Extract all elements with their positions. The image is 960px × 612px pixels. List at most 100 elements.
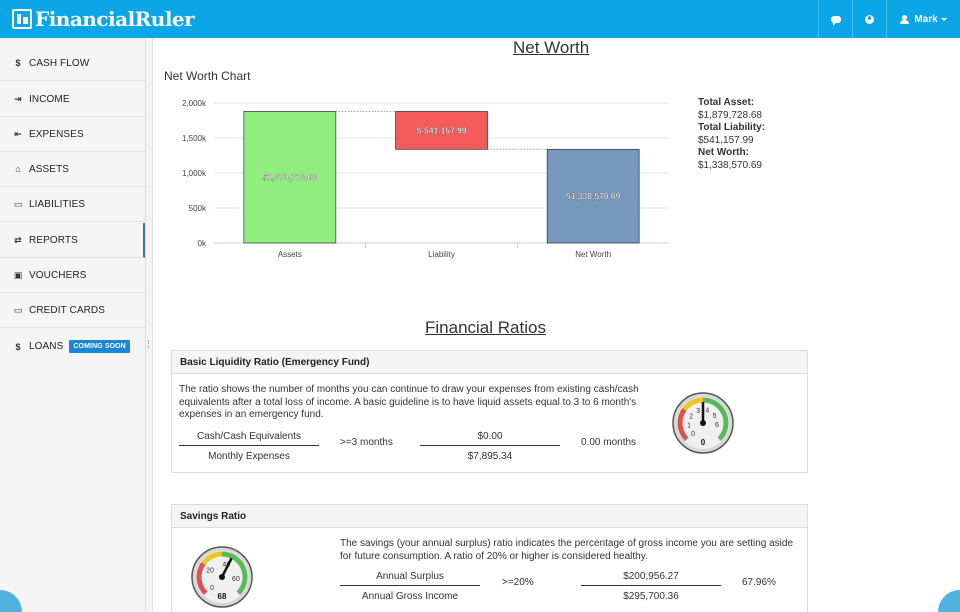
sidebar-item-label: INCOME bbox=[29, 93, 70, 105]
sidebar-item-label: CREDIT CARDS bbox=[29, 304, 106, 316]
x-tick-label: Assets bbox=[278, 250, 302, 259]
credit-card-icon: ▭ bbox=[13, 304, 23, 315]
gauge-tick-label: 2 bbox=[689, 414, 693, 421]
user-menu-button[interactable]: Mark bbox=[886, 0, 960, 38]
dollar-icon: $ bbox=[15, 58, 21, 68]
coming-soon-badge: COMING SOON bbox=[69, 340, 130, 353]
liquidity-ratio-heading: Basic Liquidity Ratio (Emergency Fund) bbox=[172, 351, 807, 374]
sidebar-item-vouchers[interactable]: ▣ VOUCHERS bbox=[0, 258, 145, 293]
total-liability-label: Total Liability: bbox=[698, 122, 766, 133]
sidebar-item-reports[interactable]: ⇄ REPORTS bbox=[0, 223, 145, 258]
gauge-band bbox=[201, 551, 223, 566]
logo[interactable]: FinancialRuler bbox=[12, 7, 195, 31]
sidebar-item-label: REPORTS bbox=[29, 234, 78, 246]
liquidity-description: The ratio shows the number of months you… bbox=[179, 384, 639, 420]
net-worth-label: Net Worth: bbox=[698, 147, 749, 158]
sidebar-item-expenses[interactable]: ⇤ EXPENSES bbox=[0, 117, 145, 152]
sign-in-icon: ⇥ bbox=[14, 93, 22, 104]
sidebar-item-liabilities[interactable]: ▭ LIABILITIES bbox=[0, 187, 145, 222]
x-tick-label: Liability bbox=[428, 250, 455, 259]
savings-target: >=20% bbox=[502, 577, 534, 588]
sidebar-item-label: ASSETS bbox=[29, 163, 70, 175]
gauge-tick-label: 0 bbox=[210, 585, 214, 592]
net-worth-summary: Total Asset: $1,879,728.68 Total Liabili… bbox=[698, 97, 765, 172]
top-navbar: FinancialRuler Mark bbox=[0, 0, 960, 38]
net-worth-value: $1,338,570.69 bbox=[698, 159, 762, 171]
chat-button[interactable] bbox=[818, 0, 852, 38]
liquidity-denominator-value: $7,895.34 bbox=[467, 451, 513, 462]
card-icon: ▭ bbox=[13, 198, 23, 209]
savings-result: 67.96% bbox=[742, 577, 776, 588]
y-tick-label: 1,500k bbox=[182, 134, 207, 143]
gauge-tick-label: 0 bbox=[691, 431, 695, 438]
gauge-needle bbox=[220, 557, 233, 578]
exchange-icon: ⇄ bbox=[14, 234, 22, 245]
globe-icon bbox=[865, 14, 874, 24]
gauge-tick-label: 5 bbox=[713, 413, 717, 420]
bar-liability bbox=[395, 111, 488, 150]
savings-formula-labels: Annual Surplus Annual Gross Income bbox=[340, 571, 480, 602]
sidebar-item-loans[interactable]: $ LOANS COMING SOON bbox=[0, 329, 145, 364]
sidebar-item-income[interactable]: ⇥ INCOME bbox=[0, 82, 145, 117]
savings-numerator-label: Annual Surplus bbox=[340, 571, 480, 586]
sidebar-item-cash-flow[interactable]: $ CASH FLOW bbox=[0, 46, 145, 81]
sidebar-item-label: EXPENSES bbox=[29, 128, 84, 140]
savings-ratio-heading: Savings Ratio bbox=[172, 505, 807, 528]
globe-button[interactable] bbox=[852, 0, 886, 38]
sidebar-item-credit-cards[interactable]: ▭ CREDIT CARDS bbox=[0, 293, 145, 328]
user-name: Mark bbox=[914, 13, 938, 25]
gauge-hub bbox=[700, 420, 706, 426]
x-tick-label: Net Worth bbox=[575, 250, 611, 259]
liquidity-numerator-value: $0.00 bbox=[420, 431, 560, 446]
gauge-readout: 68 bbox=[218, 592, 227, 601]
caret-down-icon bbox=[940, 17, 947, 21]
y-tick-label: 2,000k bbox=[182, 99, 207, 108]
liquidity-formula-labels: Cash/Cash Equivalents Monthly Expenses bbox=[179, 431, 319, 462]
sign-out-icon: ⇤ bbox=[14, 128, 22, 139]
home-icon: ⌂ bbox=[15, 164, 21, 174]
data-label: $-541,157.99 bbox=[416, 125, 466, 135]
sidebar-item-label: LIABILITIES bbox=[29, 198, 86, 210]
savings-denominator-label: Annual Gross Income bbox=[361, 591, 459, 602]
dollar-icon: $ bbox=[15, 341, 21, 352]
gauge-readout: 0 bbox=[701, 438, 706, 447]
sidebar-item-label: CASH FLOW bbox=[29, 57, 90, 69]
gauge-tick-label: 20 bbox=[206, 568, 214, 575]
data-label: $1,338,570.69 bbox=[566, 191, 621, 201]
savings-description: The savings (your annual surplus) ratio … bbox=[340, 538, 794, 562]
liquidity-target: >=3 months bbox=[340, 437, 393, 448]
gauge-tick-label: 4 bbox=[705, 408, 709, 415]
savings-ratio-panel: Savings Ratio The savings (your annual s… bbox=[171, 504, 808, 612]
liquidity-denominator-label: Monthly Expenses bbox=[208, 451, 290, 462]
net-worth-title: Net Worth bbox=[513, 38, 590, 57]
gauge-band bbox=[221, 551, 248, 596]
gauge-band bbox=[682, 397, 704, 412]
total-asset-value: $1,879,728.68 bbox=[698, 109, 762, 121]
liquidity-formula-values: $0.00 $7,895.34 bbox=[420, 431, 560, 462]
community-bubble-button[interactable] bbox=[938, 590, 960, 612]
sidebar-item-assets[interactable]: ⌂ ASSETS bbox=[0, 152, 145, 187]
savings-numerator-value: $200,956.27 bbox=[581, 571, 721, 586]
sidebar-resize-handle[interactable] bbox=[146, 38, 153, 612]
gauge-band bbox=[702, 397, 729, 442]
total-asset-label: Total Asset: bbox=[698, 97, 755, 108]
logo-icon bbox=[12, 9, 32, 29]
total-liability-value: $541,157.99 bbox=[698, 134, 754, 146]
ticket-icon: ▣ bbox=[13, 269, 23, 280]
user-icon bbox=[900, 14, 910, 24]
sidebar-item-label: LOANS bbox=[29, 341, 64, 352]
savings-formula-values: $200,956.27 $295,700.36 bbox=[581, 571, 721, 602]
y-tick-label: 500k bbox=[189, 204, 207, 213]
gauge-tick-label: 60 bbox=[232, 576, 240, 583]
y-tick-label: 1,000k bbox=[182, 169, 207, 178]
liquidity-numerator-label: Cash/Cash Equivalents bbox=[179, 431, 319, 446]
chat-icon bbox=[830, 15, 841, 26]
net-worth-chart: 0k 500k 1,000k 1,500k 2,000k $1,879,728.68 Ass… bbox=[182, 99, 669, 259]
y-tick-label: 0k bbox=[198, 239, 207, 248]
financial-ratios-title: Financial Ratios bbox=[425, 318, 546, 337]
sidebar-item-label: VOUCHERS bbox=[29, 269, 87, 281]
net-worth-chart-label: Net Worth Chart bbox=[164, 69, 251, 83]
liquidity-ratio-panel: Basic Liquidity Ratio (Emergency Fund) T… bbox=[171, 350, 808, 473]
